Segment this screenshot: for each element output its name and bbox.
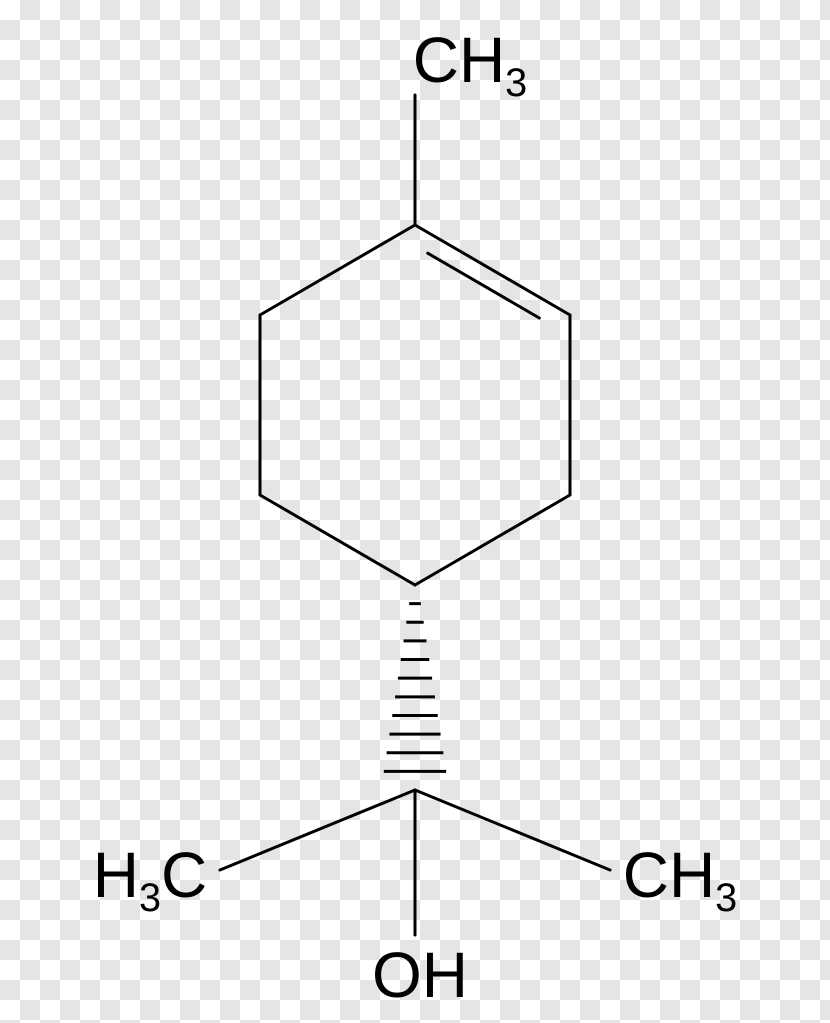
molecule-diagram: { "diagram": { "type": "chemical-structu… — [0, 0, 830, 1023]
label-ch3-top: CH3 — [413, 28, 528, 92]
label-ch3-right: CH3 — [623, 843, 738, 907]
label-oh-bottom: OH — [372, 943, 468, 1007]
label-h3c-left: H3C — [93, 843, 208, 907]
